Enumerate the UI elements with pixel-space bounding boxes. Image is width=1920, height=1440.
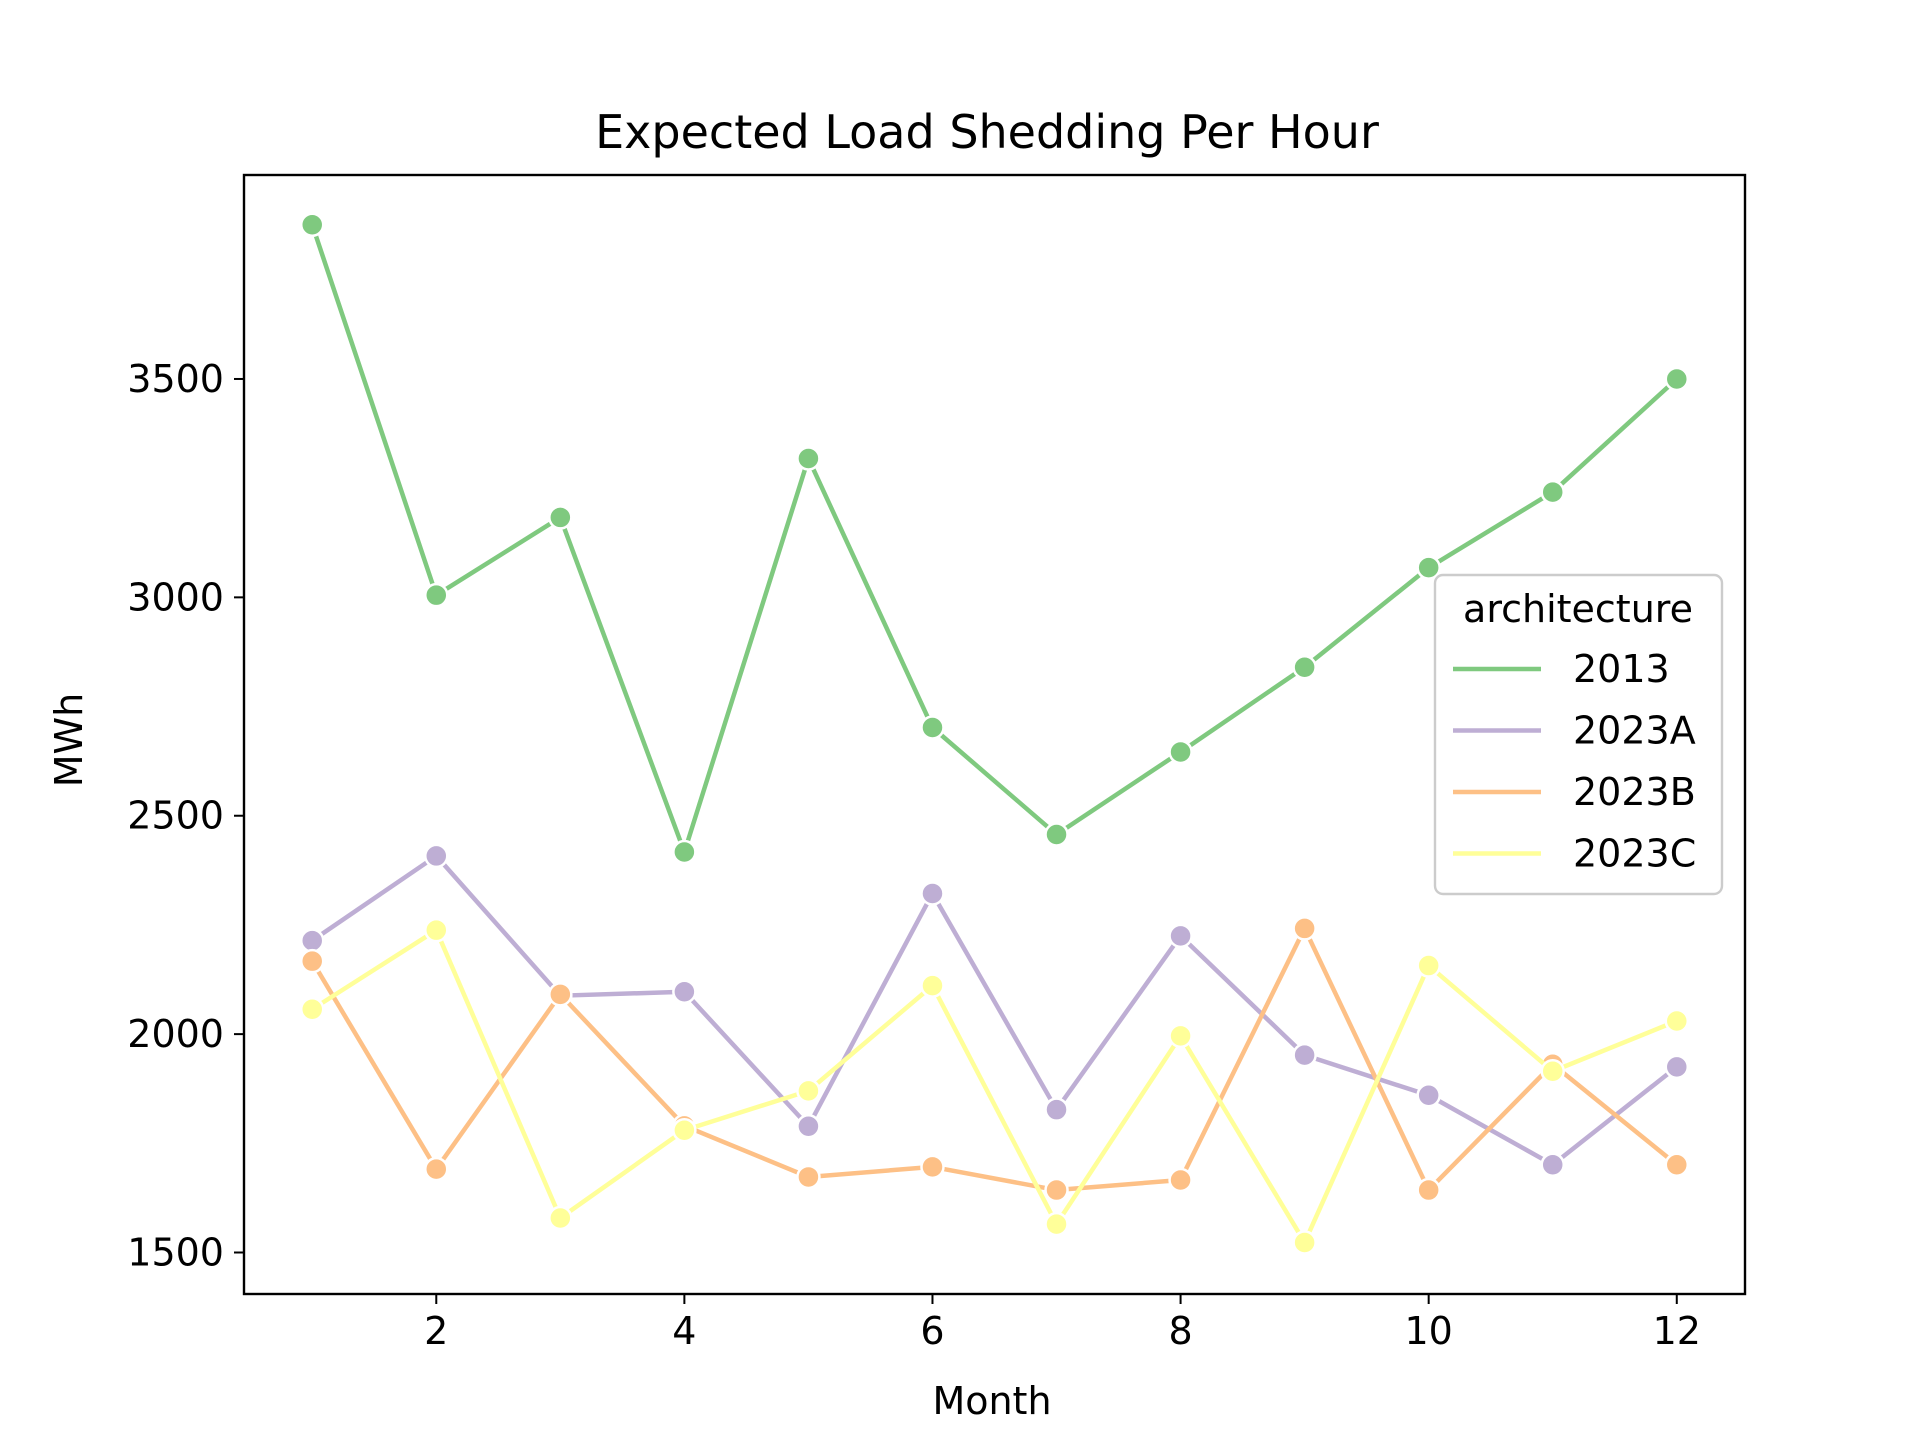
data-point-2013 <box>920 715 945 740</box>
data-point-2023C <box>1044 1211 1069 1237</box>
data-point-2023C <box>1540 1058 1565 1084</box>
data-point-2023C <box>299 996 325 1022</box>
data-point-2023A <box>1664 1054 1690 1080</box>
legend: architecture 2013 2023A 2023B 2023C <box>1433 573 1724 896</box>
data-point-2023B <box>548 982 573 1007</box>
plot-frame <box>242 173 1747 1296</box>
data-point-2023A <box>796 1114 821 1139</box>
x-tick-label: 10 <box>1404 1309 1452 1353</box>
data-point-2023C <box>1168 1023 1193 1049</box>
y-tick-label: 2000 <box>127 1012 224 1056</box>
data-point-2023C <box>796 1078 821 1104</box>
data-point-2023C <box>672 1117 697 1143</box>
data-point-2013 <box>548 505 573 530</box>
data-point-2023B <box>1416 1177 1441 1203</box>
data-point-2023A <box>1168 923 1193 949</box>
y-tick-label: 2500 <box>127 794 224 838</box>
y-tick-label: 1500 <box>127 1231 224 1275</box>
y-tick-label: 3500 <box>127 357 224 401</box>
data-point-2013 <box>1292 654 1317 680</box>
data-point-2023B <box>1168 1167 1193 1193</box>
chart-title: Expected Load Shedding Per Hour <box>595 105 1379 159</box>
data-point-2023C <box>1416 953 1441 978</box>
data-point-2013 <box>1540 479 1565 505</box>
data-point-2023A <box>1292 1042 1317 1068</box>
data-point-2013 <box>1168 739 1193 765</box>
data-point-2023C <box>424 917 449 943</box>
data-point-2023A <box>299 928 325 953</box>
series-line-2023A <box>309 853 1680 1167</box>
data-point-2023A <box>1540 1152 1565 1177</box>
legend-box <box>1433 573 1724 896</box>
x-tick-label: 12 <box>1653 1309 1701 1353</box>
data-point-2013 <box>1044 822 1069 847</box>
data-point-2023A <box>1416 1083 1441 1108</box>
legend-label-2023B: 2023B <box>1573 770 1696 814</box>
data-point-2023B <box>299 948 325 974</box>
data-point-2023C <box>1292 1230 1317 1255</box>
data-point-2023B <box>920 1154 945 1180</box>
x-axis-label: Month <box>932 1379 1051 1423</box>
data-point-2013 <box>424 582 449 608</box>
legend-title: architecture <box>1463 587 1693 631</box>
series-line-2013 <box>309 222 1680 855</box>
series-line-2023C <box>309 927 1680 1245</box>
data-point-2023C <box>548 1205 573 1231</box>
data-point-2023A <box>672 979 697 1005</box>
data-point-2013 <box>1416 555 1441 580</box>
data-point-2013 <box>299 212 325 238</box>
legend-label-2023C: 2023C <box>1573 832 1696 876</box>
data-point-2023A <box>1044 1097 1069 1122</box>
legend-label-2023A: 2023A <box>1573 709 1696 753</box>
x-tick-label: 2 <box>424 1309 448 1353</box>
data-point-2013 <box>796 446 821 471</box>
data-point-2023A <box>424 843 449 869</box>
series-2023B <box>299 916 1690 1203</box>
series-line-2023B <box>309 926 1680 1193</box>
data-point-2023A <box>920 881 945 906</box>
data-point-2023B <box>1292 916 1317 941</box>
x-tick-label: 6 <box>920 1309 944 1353</box>
data-point-2023B <box>796 1164 821 1190</box>
y-tick-label: 3000 <box>127 575 224 619</box>
data-point-2023C <box>1664 1008 1690 1034</box>
legend-label-2013: 2013 <box>1573 647 1670 691</box>
series-2013 <box>299 212 1690 865</box>
x-tick-label: 4 <box>672 1309 696 1353</box>
x-tick-label: 8 <box>1168 1309 1192 1353</box>
y-axis-label: MWh <box>47 693 91 787</box>
data-point-2023B <box>424 1156 449 1182</box>
series-2023C <box>299 917 1690 1255</box>
data-point-2013 <box>672 839 697 865</box>
data-point-2013 <box>1664 366 1690 392</box>
data-point-2023B <box>1664 1152 1690 1177</box>
series-2023A <box>299 843 1690 1177</box>
data-point-2023B <box>1044 1177 1069 1203</box>
data-point-2023C <box>920 973 945 998</box>
